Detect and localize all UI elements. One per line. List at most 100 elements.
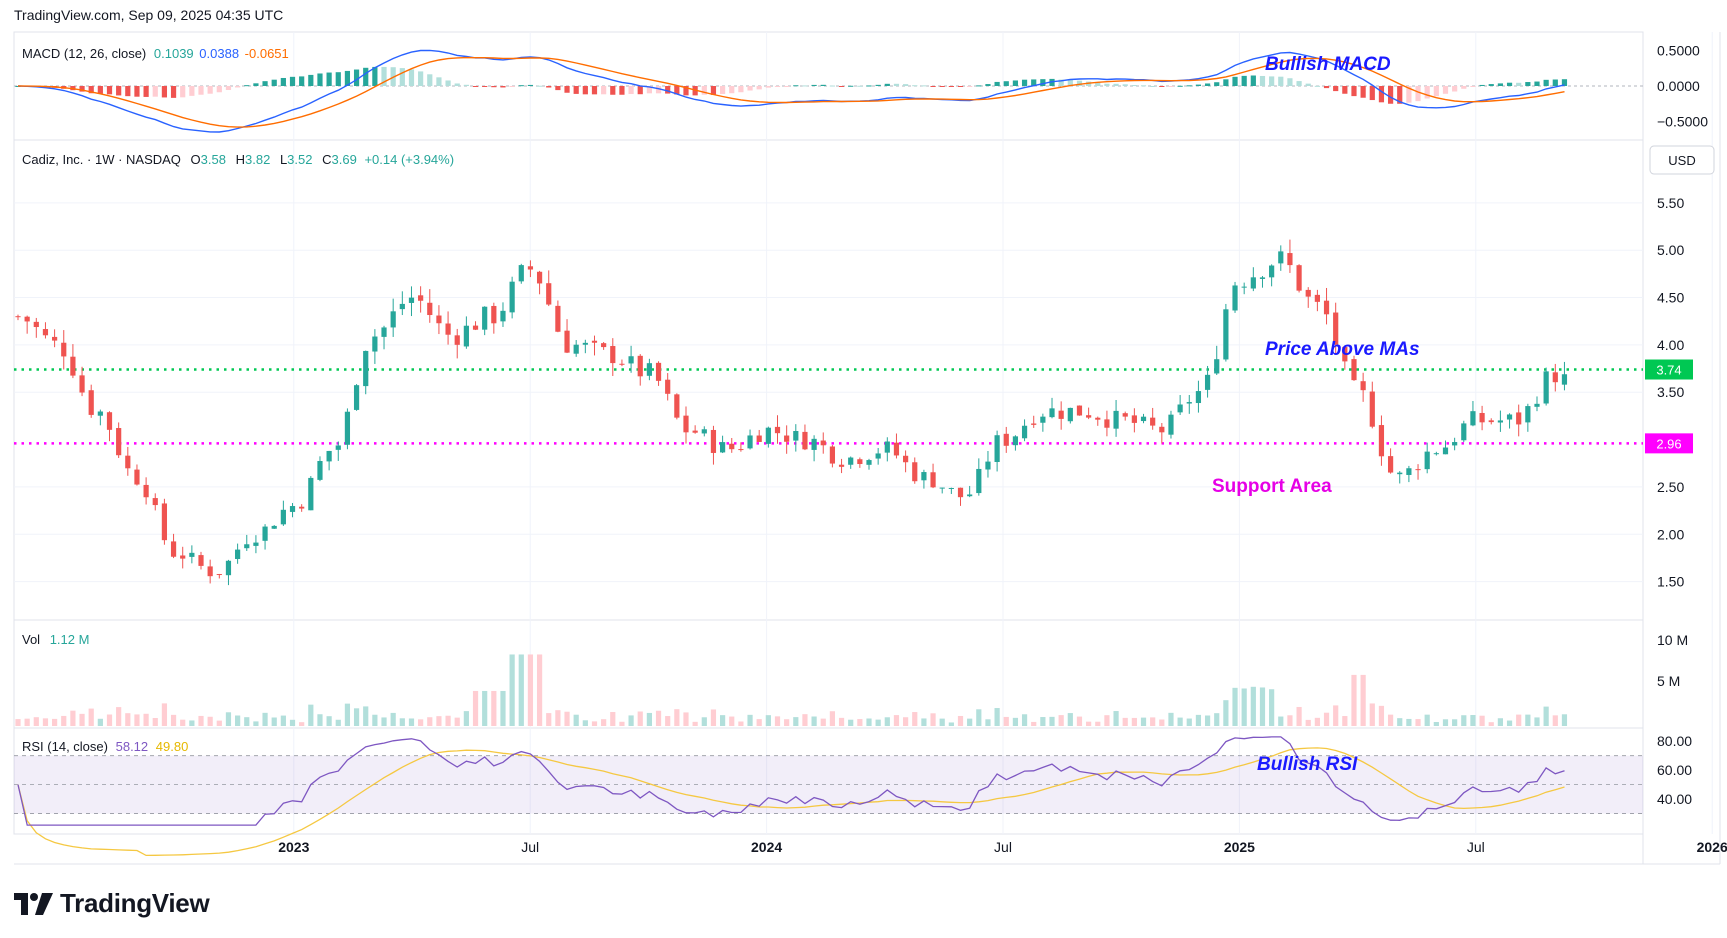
macd-histogram-bar xyxy=(271,79,277,86)
candle-body xyxy=(42,329,49,336)
support-price-tag xyxy=(1645,433,1693,454)
candle-body xyxy=(225,560,232,576)
volume-bar xyxy=(1241,688,1247,726)
candle-body xyxy=(1387,456,1394,473)
volume-bar xyxy=(1159,719,1165,726)
macd-histogram-bar xyxy=(1525,82,1531,86)
candle-body xyxy=(308,477,314,511)
macd-histogram-bar xyxy=(1204,83,1211,86)
volume-bar xyxy=(344,703,351,726)
macd-histogram-bar xyxy=(225,86,232,90)
candle-body xyxy=(1214,359,1220,374)
currency-label: USD xyxy=(1668,153,1695,168)
volume-bar xyxy=(1461,715,1467,726)
volume-bar xyxy=(1195,714,1202,726)
candle-body xyxy=(1250,277,1256,289)
volume-bar xyxy=(1177,717,1183,726)
volume-bar xyxy=(692,721,698,726)
macd-histogram-bar xyxy=(1232,76,1238,86)
volume-bar xyxy=(1406,718,1412,726)
macd-histogram-bar xyxy=(1442,86,1449,94)
volume-bar xyxy=(1561,714,1568,726)
macd-histogram-bar xyxy=(88,86,94,94)
volume-bar xyxy=(1516,714,1522,726)
candle-body xyxy=(1159,426,1165,433)
volume-bar xyxy=(774,716,781,726)
macd-histogram-bar xyxy=(1140,85,1147,87)
candle-body xyxy=(921,472,927,481)
volume-bar xyxy=(957,715,964,726)
candle-body xyxy=(1360,381,1366,391)
volume-bar xyxy=(655,710,662,726)
volume-bar xyxy=(838,717,845,726)
candle-body xyxy=(408,297,415,303)
candle-body xyxy=(692,430,698,433)
volume-bar xyxy=(289,719,296,726)
candle-body xyxy=(838,464,845,467)
volume-bar xyxy=(317,714,323,726)
volume-bar xyxy=(482,690,488,726)
macd-histogram-bar xyxy=(784,86,790,87)
macd-histogram-bar xyxy=(463,84,469,86)
macd-histogram-bar xyxy=(445,80,451,86)
volume-legend-value: 1.12 M xyxy=(49,632,90,647)
candle-body xyxy=(500,310,506,322)
macd-histogram-bar xyxy=(344,70,351,86)
macd-axis-tick: 0.5000 xyxy=(1657,43,1700,59)
macd-histogram-bar xyxy=(1168,86,1174,87)
candle-body xyxy=(1369,391,1375,427)
volume-bar xyxy=(921,718,927,726)
tradingview-logo-text: TradingView xyxy=(60,888,210,918)
macd-histogram-bar xyxy=(418,71,424,86)
open-value: 3.58 xyxy=(200,152,226,167)
volume-bar xyxy=(61,715,67,726)
symbol-line[interactable]: Cadiz, Inc. · 1W · NASDAQ xyxy=(22,152,181,167)
volume-bar xyxy=(1415,719,1421,726)
volume-bar xyxy=(500,690,506,726)
candle-body xyxy=(52,336,58,341)
macd-histogram-bar xyxy=(591,86,598,95)
candle-body xyxy=(976,468,982,494)
macd-histogram-bar xyxy=(1351,86,1357,97)
macd-legend-name: MACD (12, 26, close) xyxy=(22,46,147,61)
candle-body xyxy=(1561,374,1568,385)
volume-bar xyxy=(399,718,405,726)
macd-histogram-bar xyxy=(161,86,168,98)
macd-histogram-bar xyxy=(216,86,222,93)
high-value: 3.82 xyxy=(245,152,271,167)
volume-bar xyxy=(701,717,707,726)
volume-bar xyxy=(1452,719,1458,726)
volume-bar xyxy=(79,713,85,726)
volume-bar xyxy=(88,708,94,726)
candle-body xyxy=(1049,408,1055,418)
volume-bar xyxy=(939,718,945,726)
volume-bar xyxy=(308,704,314,726)
candle-body xyxy=(1113,410,1119,429)
volume-bar xyxy=(1067,713,1073,726)
volume-legend-name: Vol xyxy=(22,632,41,647)
macd-histogram-bar xyxy=(1259,75,1266,86)
macd-histogram-bar xyxy=(1241,75,1247,86)
rsi-ma-line xyxy=(17,747,1565,857)
candle-body xyxy=(1406,468,1412,475)
macd-histogram-bar xyxy=(802,85,808,87)
signal-line xyxy=(17,56,1565,128)
macd-histogram-bar xyxy=(106,86,113,95)
macd-histogram-bar xyxy=(1497,83,1503,86)
candle-body xyxy=(381,327,387,337)
macd-histogram-bar xyxy=(399,68,405,86)
rsi-axis-tick: 60.00 xyxy=(1657,762,1692,778)
tradingview-logo[interactable]: TradingView xyxy=(14,888,210,919)
volume-bar xyxy=(564,711,570,726)
macd-histogram-bar xyxy=(299,76,305,86)
volume-bar xyxy=(390,712,396,726)
candle-body xyxy=(884,441,890,453)
volume-bar xyxy=(1021,714,1028,726)
candle-body xyxy=(555,305,561,332)
volume-bar xyxy=(555,710,561,726)
volume-bar xyxy=(33,717,39,726)
candle-body xyxy=(591,340,598,343)
candle-body xyxy=(857,459,863,465)
